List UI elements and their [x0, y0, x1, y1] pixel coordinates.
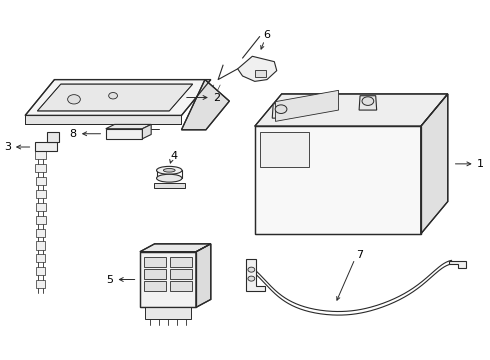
Text: 5: 5 [106, 275, 113, 284]
Circle shape [109, 93, 118, 99]
Circle shape [68, 95, 80, 104]
Polygon shape [36, 203, 46, 211]
Polygon shape [37, 84, 193, 111]
Polygon shape [143, 125, 151, 139]
Bar [144, 269, 166, 279]
Polygon shape [36, 216, 46, 224]
Polygon shape [25, 116, 181, 125]
Polygon shape [35, 151, 46, 159]
Bar [260, 132, 310, 167]
Text: 1: 1 [477, 159, 484, 169]
Polygon shape [181, 80, 229, 130]
Polygon shape [35, 164, 46, 172]
Polygon shape [449, 261, 466, 268]
Bar [255, 70, 266, 77]
Bar [170, 257, 192, 266]
Circle shape [248, 267, 255, 272]
Polygon shape [255, 94, 448, 126]
Bar [170, 269, 192, 279]
Text: 7: 7 [356, 250, 364, 260]
Polygon shape [359, 96, 377, 110]
Polygon shape [140, 244, 211, 252]
Ellipse shape [157, 174, 182, 182]
Text: 6: 6 [264, 30, 270, 40]
Polygon shape [36, 190, 46, 198]
Polygon shape [36, 280, 45, 288]
Text: 8: 8 [69, 129, 76, 139]
Bar [145, 307, 191, 319]
Polygon shape [25, 80, 211, 116]
Polygon shape [255, 126, 421, 234]
Circle shape [248, 276, 255, 281]
Polygon shape [36, 267, 45, 275]
Circle shape [362, 97, 374, 105]
Bar [170, 282, 192, 291]
Polygon shape [36, 177, 46, 185]
Polygon shape [106, 125, 151, 129]
Text: 3: 3 [4, 142, 11, 152]
Polygon shape [36, 229, 46, 237]
Polygon shape [246, 259, 265, 291]
Bar [144, 282, 166, 291]
Polygon shape [272, 104, 290, 118]
Bar [144, 257, 166, 266]
Polygon shape [36, 242, 46, 249]
Polygon shape [421, 94, 448, 234]
Polygon shape [196, 244, 211, 307]
Polygon shape [238, 56, 277, 81]
Polygon shape [35, 142, 57, 151]
Polygon shape [47, 132, 59, 142]
Text: 4: 4 [171, 151, 178, 161]
Bar [154, 183, 185, 188]
Circle shape [275, 105, 287, 113]
Polygon shape [36, 254, 45, 262]
Ellipse shape [163, 168, 175, 172]
Ellipse shape [157, 166, 182, 174]
Polygon shape [106, 129, 143, 139]
Polygon shape [140, 252, 196, 307]
Text: 2: 2 [213, 93, 220, 103]
Polygon shape [275, 90, 339, 121]
